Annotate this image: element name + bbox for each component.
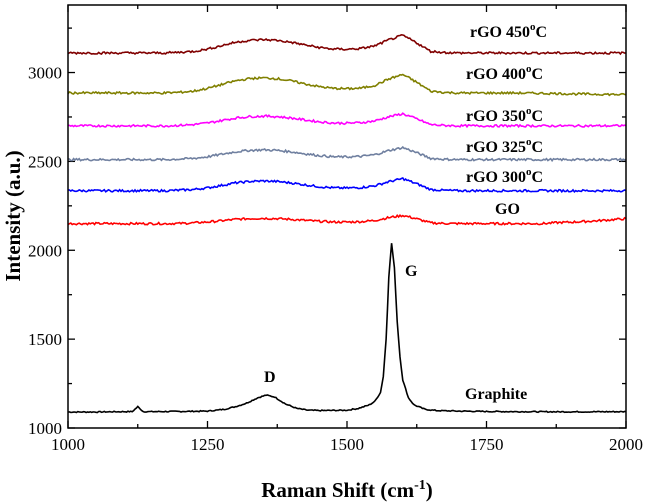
y-tick-label: 3000 [28, 64, 62, 83]
series-line-rgo-325 [67, 145, 627, 163]
series-label: rGO 325oC [466, 136, 543, 156]
x-axis-title-main: Raman Shift (cm [261, 478, 414, 502]
series-line-rgo-400 [67, 73, 627, 97]
series-label: rGO 300oC [466, 166, 543, 186]
series-label-text: rGO 325 [466, 139, 526, 156]
series-label-degree: o [530, 21, 536, 33]
series-label-text: rGO 450 [470, 24, 530, 41]
series-label: rGO 400oC [466, 63, 543, 83]
series-label: rGO 450oC [470, 21, 547, 41]
series-label-text: GO [495, 201, 520, 218]
series-label: Graphite [465, 386, 527, 403]
series-label-text: rGO 300 [466, 169, 526, 186]
series-label-degree: o [526, 105, 532, 117]
y-axis-title: Intensity (a.u.) [1, 150, 25, 281]
axis-ticks: 1000 1250 1500 1750 2000 1000 1500 2000 2500 3000 [28, 5, 643, 454]
x-axis-title-sup: -1 [414, 478, 426, 493]
x-tick-label: 1750 [470, 435, 504, 454]
series-label-degree: o [526, 166, 532, 178]
series-line-rgo-350 [67, 112, 627, 129]
series-line-graphite [67, 243, 627, 414]
annotation-g: G [405, 263, 418, 280]
y-tick-label: 1500 [28, 330, 62, 349]
series-label-text: Graphite [465, 386, 527, 403]
x-axis-title: Raman Shift (cm-1) [261, 478, 433, 502]
x-tick-label: 1000 [51, 435, 85, 454]
series-label-degree: o [526, 63, 532, 75]
y-tick-label: 2500 [28, 152, 62, 171]
x-tick-label: 1500 [330, 435, 364, 454]
series-label-unit: C [532, 139, 544, 156]
annotation-d: D [264, 369, 276, 386]
series-label-unit: C [532, 108, 544, 125]
x-axis-title-end: ) [426, 478, 433, 502]
y-tick-label: 2000 [28, 241, 62, 260]
series-label: GO [495, 201, 520, 218]
y-tick-label: 1000 [28, 419, 62, 438]
plot-frame [67, 4, 627, 429]
series-lines [67, 33, 627, 414]
series-label-degree: o [526, 136, 532, 148]
series-label-text: rGO 400 [466, 66, 526, 83]
series-label-unit: C [532, 66, 544, 83]
series-label-text: rGO 350 [466, 108, 526, 125]
series-label-unit: C [532, 169, 544, 186]
x-tick-label: 2000 [609, 435, 643, 454]
series-label: rGO 350oC [466, 105, 543, 125]
series-line-go [67, 213, 627, 226]
series-line-rgo-450 [67, 33, 627, 56]
series-label-unit: C [536, 24, 548, 41]
series-line-rgo-300 [67, 177, 627, 194]
x-tick-label: 1250 [191, 435, 225, 454]
